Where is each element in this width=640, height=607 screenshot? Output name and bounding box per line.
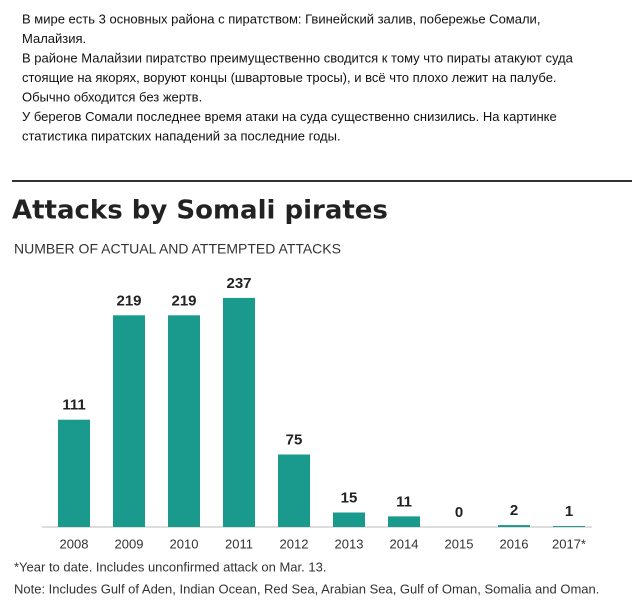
value-label: 237 xyxy=(226,275,251,292)
bar xyxy=(553,526,585,527)
value-label: 15 xyxy=(341,489,358,506)
intro-line: статистика пиратских нападений за послед… xyxy=(22,128,341,143)
value-label: 219 xyxy=(171,292,196,309)
value-label: 75 xyxy=(286,431,303,448)
intro-line: Малайзия. xyxy=(22,31,86,46)
bar xyxy=(58,419,90,527)
intro-line: В мире есть 3 основных района с пиратств… xyxy=(22,11,540,26)
footnote: *Year to date. Includes unconfirmed atta… xyxy=(14,559,326,574)
x-tick-label: 2012 xyxy=(280,536,309,551)
bar xyxy=(498,525,530,527)
value-label: 0 xyxy=(455,504,463,521)
intro-line: Обычно обходится без жертв. xyxy=(22,89,202,104)
x-tick-label: 2017* xyxy=(552,536,586,551)
x-tick-label: 2010 xyxy=(170,536,199,551)
value-label: 2 xyxy=(510,502,518,519)
bar xyxy=(223,297,255,527)
x-tick-label: 2011 xyxy=(225,536,253,551)
x-tick-label: 2015 xyxy=(445,536,474,551)
x-tick-label: 2009 xyxy=(115,536,144,551)
value-label: 11 xyxy=(396,493,412,510)
chart-title: Attacks by Somali pirates xyxy=(12,196,388,226)
x-tick-label: 2014 xyxy=(390,536,419,551)
bar xyxy=(113,315,145,527)
x-tick-label: 2008 xyxy=(60,536,89,551)
chart-subtitle: NUMBER OF ACTUAL AND ATTEMPTED ATTACKS xyxy=(14,241,341,257)
x-tick-label: 2016 xyxy=(500,536,529,551)
x-tick-label: 2013 xyxy=(335,536,364,551)
value-label: 1 xyxy=(565,503,573,520)
footnote: Note: Includes Gulf of Aden, Indian Ocea… xyxy=(14,581,599,596)
bar xyxy=(278,454,310,527)
bar xyxy=(168,315,200,527)
value-label: 111 xyxy=(62,397,85,414)
bar xyxy=(388,516,420,527)
value-label: 219 xyxy=(116,292,141,309)
intro-line: В районе Малайзии пиратство преимуществе… xyxy=(22,50,574,65)
intro-line: стоящие на якорях, воруют концы (швартов… xyxy=(22,70,557,85)
intro-line: У берегов Сомали последнее время атаки н… xyxy=(22,109,557,124)
bar xyxy=(333,512,365,527)
